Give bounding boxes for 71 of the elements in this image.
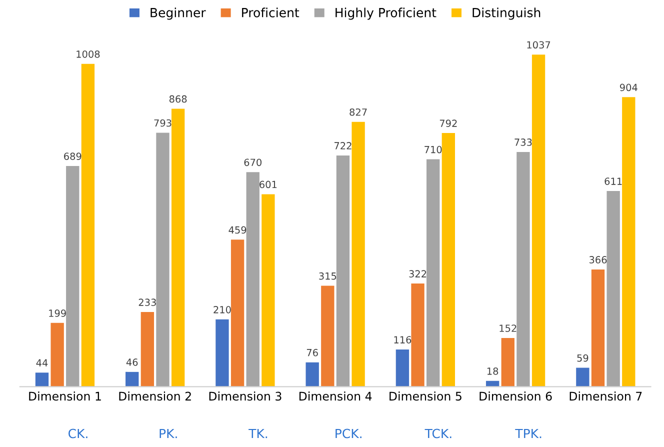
- bar: [516, 152, 530, 387]
- data-label: 315: [319, 272, 336, 280]
- bar: [156, 132, 170, 387]
- data-label: 733: [514, 138, 532, 146]
- legend-label: Beginner: [150, 8, 206, 20]
- x-tick-label: Dimension 4: [299, 392, 372, 401]
- bar: [50, 322, 64, 387]
- data-label: 199: [49, 310, 66, 317]
- data-label: 792: [440, 120, 457, 127]
- bar: [411, 284, 424, 387]
- bar: [230, 240, 244, 387]
- legend-label: Distinguish: [472, 8, 540, 20]
- legend-label: Proficient: [242, 8, 300, 18]
- data-label: 18: [487, 367, 498, 375]
- data-label: 46: [126, 358, 138, 366]
- data-label: 670: [244, 158, 262, 166]
- bar: [396, 350, 410, 387]
- bar: [532, 54, 546, 387]
- data-label: 601: [260, 180, 277, 188]
- data-label: 827: [350, 108, 367, 116]
- x-tick-label: Dimension 3: [209, 392, 282, 401]
- bar: [501, 338, 514, 387]
- x-tick-label: Dimension 7: [570, 392, 642, 401]
- bar: [622, 97, 636, 387]
- data-label: 904: [620, 84, 638, 92]
- data-label: 459: [228, 226, 246, 234]
- legend-label: Highly Proficient: [336, 8, 436, 20]
- data-label: 1037: [527, 41, 550, 49]
- data-label: 793: [154, 119, 172, 127]
- bar: [140, 312, 154, 387]
- text: CK.: [68, 428, 88, 438]
- bar: [126, 372, 139, 387]
- data-label: 233: [138, 298, 156, 306]
- bar: [321, 286, 334, 387]
- data-label: 722: [334, 142, 352, 150]
- data-label: 366: [589, 256, 607, 264]
- data-label: 76: [306, 348, 318, 356]
- bar: [262, 194, 275, 387]
- bar: [306, 362, 319, 387]
- bar: [426, 159, 440, 387]
- text: TCK.: [424, 428, 452, 438]
- data-label: 59: [577, 354, 588, 362]
- data-label: 44: [36, 359, 48, 366]
- bar: [171, 108, 185, 387]
- bar: [336, 155, 350, 387]
- data-label: 710: [424, 146, 442, 154]
- bar: [606, 191, 620, 387]
- bar: [66, 166, 80, 387]
- text: PK.: [160, 428, 177, 438]
- data-label: 1008: [76, 50, 100, 58]
- text: TPK.: [515, 428, 542, 438]
- bar: [246, 172, 260, 387]
- x-tick-label: Dimension 6: [480, 392, 552, 401]
- bar: [216, 319, 229, 387]
- bar: [576, 368, 590, 387]
- data-label: 152: [500, 324, 516, 332]
- data-label: 689: [64, 152, 82, 160]
- bar: [35, 372, 49, 387]
- data-label: 868: [169, 95, 187, 103]
- text: PCK.: [336, 428, 362, 438]
- x-tick-label: Dimension 1: [29, 392, 101, 401]
- bar: [442, 133, 455, 387]
- x-tick-label: Dimension 2: [119, 392, 191, 401]
- bar: [352, 122, 365, 387]
- data-label: 210: [214, 306, 231, 314]
- text: TK.: [248, 428, 268, 438]
- bar: [81, 64, 95, 387]
- bar: [591, 269, 605, 387]
- data-label: 322: [409, 270, 426, 278]
- x-tick-label: Dimension 5: [390, 392, 462, 401]
- data-label: 611: [604, 178, 622, 185]
